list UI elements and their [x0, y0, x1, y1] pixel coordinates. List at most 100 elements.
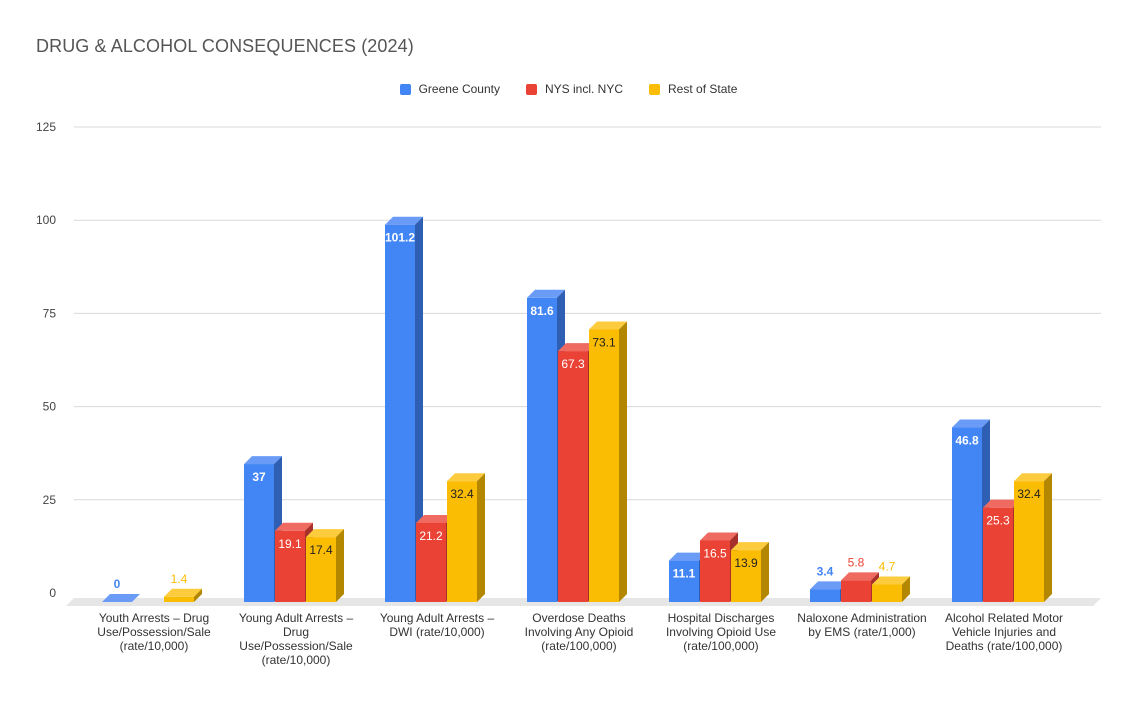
bar-top-face — [558, 343, 596, 352]
bar-top-face — [983, 499, 1021, 508]
bar-top-face — [841, 572, 879, 581]
bar-front-face — [306, 537, 336, 602]
x-tick-label: Young Adult Arrests – Drug Use/Possessio… — [238, 611, 354, 667]
data-label: 16.5 — [703, 546, 727, 560]
data-label: 1.4 — [171, 572, 188, 586]
bar-top-face — [872, 576, 910, 585]
x-tick-label: Alcohol Related Motor Vehicle Injuries a… — [944, 611, 1064, 653]
legend: Greene County NYS incl. NYC Rest of Stat… — [0, 82, 1137, 96]
bar-side-face — [1044, 473, 1052, 602]
bar[interactable] — [731, 542, 769, 602]
bar[interactable] — [164, 588, 202, 602]
data-label: 46.8 — [955, 434, 979, 448]
x-tick-label: Hospital Discharges Involving Opioid Use… — [665, 611, 777, 653]
bar-top-face — [700, 532, 738, 541]
bar-side-face — [415, 216, 423, 603]
x-tick-label: Naloxone Administration by EMS (rate/1,0… — [797, 611, 927, 639]
bar-top-face — [102, 594, 140, 602]
bar-top-face — [527, 289, 565, 298]
bar-top-face — [164, 588, 202, 597]
legend-label-nys: NYS incl. NYC — [544, 82, 624, 96]
data-label: 67.3 — [561, 357, 585, 371]
bar-front-face — [244, 464, 274, 602]
data-label: 32.4 — [450, 487, 474, 501]
y-tick-label: 125 — [36, 120, 56, 134]
data-label: 81.6 — [530, 304, 554, 318]
bar-top-face — [952, 419, 990, 428]
bar-top-face — [306, 529, 344, 538]
data-label: 17.4 — [309, 543, 333, 557]
x-tick-label: Youth Arrests – Drug Use/Possession/Sale… — [97, 611, 211, 653]
bar-front-face — [983, 507, 1013, 602]
bar-front-face — [275, 530, 305, 602]
legend-swatch-nys — [525, 83, 537, 95]
data-label: 25.3 — [986, 514, 1010, 528]
bar[interactable] — [385, 216, 423, 603]
bar-side-face — [619, 321, 627, 602]
y-tick-label: 50 — [43, 400, 57, 414]
bar-side-face — [336, 529, 344, 602]
data-label: 0 — [114, 577, 121, 591]
bar-front-face — [872, 584, 902, 602]
bar-front-face — [527, 297, 557, 602]
bar-front-face — [589, 329, 619, 602]
bar-top-face — [447, 473, 485, 482]
data-label: 21.2 — [419, 529, 443, 543]
bar-top-face — [244, 456, 282, 465]
legend-swatch-rest — [649, 83, 661, 95]
bar[interactable] — [558, 343, 596, 602]
bar-front-face — [385, 224, 415, 603]
x-tick-label: Young Adult Arrests – DWI (rate/10,000) — [379, 611, 495, 639]
bar[interactable] — [102, 594, 140, 602]
y-tick-label: 75 — [43, 306, 57, 320]
bar-front-face — [700, 540, 730, 602]
labels-layer: 0 37 101.2 81.6 11.1 3.4 46.8 19.1 21.2 67.3 16.5 5… — [114, 231, 1041, 591]
data-label: 3.4 — [817, 564, 834, 578]
bar-side-face — [902, 576, 910, 602]
bar[interactable] — [872, 576, 910, 602]
bar-top-face — [810, 581, 848, 590]
bar[interactable] — [306, 529, 344, 602]
data-label: 19.1 — [278, 537, 302, 551]
bar-side-face — [477, 473, 485, 602]
legend-swatch-greene — [399, 83, 411, 95]
bar-front-face — [1014, 481, 1044, 602]
bar-top-face — [1014, 473, 1052, 482]
bar-top-face — [275, 522, 313, 531]
legend-item-nys[interactable]: NYS incl. NYC — [525, 82, 624, 96]
chart-title: DRUG & ALCOHOL CONSEQUENCES (2024) — [36, 36, 414, 56]
bar-front-face — [841, 580, 871, 602]
bar[interactable] — [589, 321, 627, 602]
bar[interactable] — [1014, 473, 1052, 602]
x-tick-label: Overdose Deaths Involving Any Opioid (ra… — [524, 611, 634, 653]
bar-side-face — [761, 542, 769, 602]
legend-item-rest[interactable]: Rest of State — [649, 82, 737, 96]
data-label: 73.1 — [592, 335, 616, 349]
bar-front-face — [952, 427, 982, 602]
data-label: 13.9 — [734, 556, 758, 570]
bar[interactable] — [447, 473, 485, 602]
bar-front-face — [558, 351, 588, 602]
data-label: 101.2 — [385, 231, 415, 245]
bar-top-face — [416, 514, 454, 523]
bar-side-face — [194, 588, 202, 602]
bar-front-face — [447, 481, 477, 602]
legend-item-greene[interactable]: Greene County — [399, 82, 500, 96]
data-label: 4.7 — [879, 559, 896, 573]
bars-layer — [102, 216, 1052, 603]
legend-label-rest: Rest of State — [668, 82, 738, 96]
bar-top-face — [589, 321, 627, 330]
bar-front-face — [810, 589, 840, 602]
bar-top-face — [731, 542, 769, 551]
y-tick-label: 0 — [49, 586, 56, 600]
bar-front-face — [669, 560, 699, 602]
bar-front-face — [164, 596, 194, 602]
data-label: 11.1 — [673, 567, 696, 581]
bar-top-face — [669, 552, 707, 561]
bar-top-face — [385, 216, 423, 225]
bar-front-face — [416, 522, 446, 602]
bar-front-face — [731, 550, 761, 602]
y-tick-label: 100 — [36, 213, 56, 227]
data-label: 37 — [252, 470, 266, 484]
